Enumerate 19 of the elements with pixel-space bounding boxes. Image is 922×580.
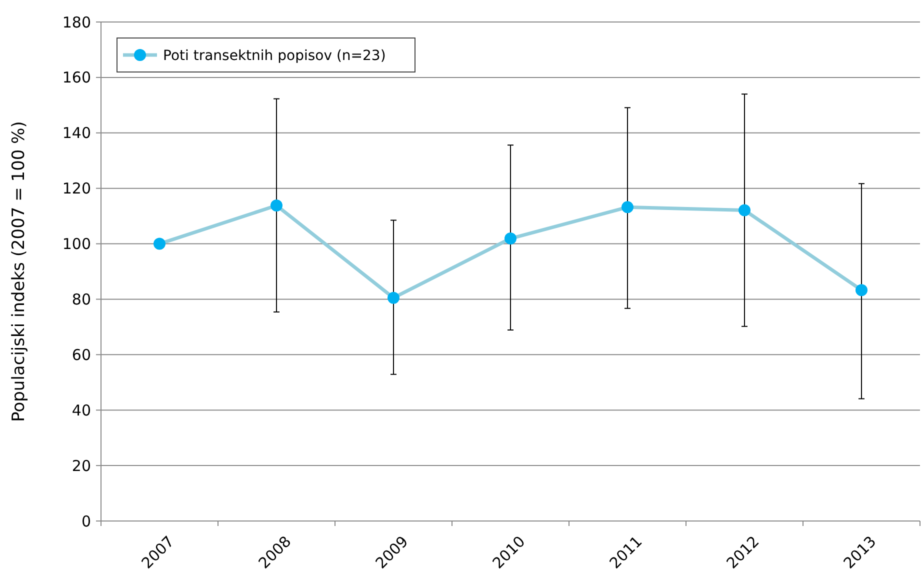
y-tick-label: 80	[72, 290, 91, 308]
y-tick-label: 120	[62, 180, 91, 198]
legend-label: Poti transektnih popisov (n=23)	[163, 48, 386, 64]
point	[504, 232, 516, 245]
point	[388, 292, 400, 304]
point	[154, 238, 166, 250]
y-tick-label: 180	[62, 13, 91, 32]
y-tick-label: 0	[81, 512, 91, 530]
y-tick-label: 100	[62, 235, 91, 254]
y-tick-label: 140	[62, 124, 91, 142]
y-tick-label: 60	[72, 346, 91, 364]
y-tick-label: 160	[62, 68, 91, 87]
y-tick-label: 20	[72, 456, 91, 475]
point	[856, 284, 868, 296]
y-axis-title: Populacijski indeks (2007 = 100 %)	[9, 121, 29, 422]
point	[270, 200, 282, 212]
y-tick-label: 40	[72, 401, 91, 420]
point	[738, 204, 750, 216]
point	[622, 201, 634, 214]
